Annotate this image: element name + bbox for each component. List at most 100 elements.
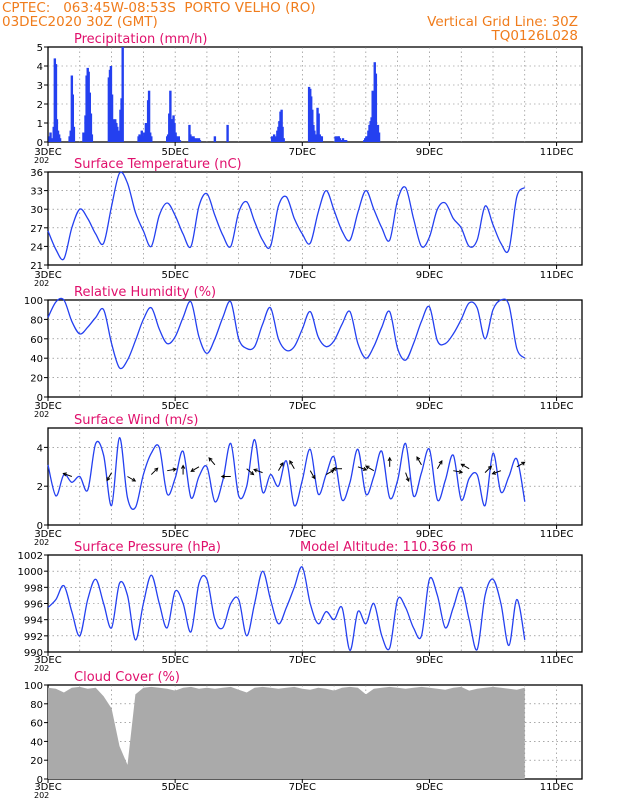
precip-bar (169, 90, 172, 142)
y-tick-label: 40 (30, 354, 43, 365)
x-tick-label: 11DEC (540, 147, 574, 158)
y-tick-label: 998 (24, 583, 43, 594)
y-tick-label: 0 (37, 521, 43, 532)
x-tick-label: 7DEC (289, 782, 316, 793)
wind-arrow-head (330, 469, 335, 474)
wind-arrow-head (279, 461, 284, 467)
plot-frame (47, 299, 583, 398)
wind-arrow (289, 460, 295, 469)
x-tick-label: 9DEC (416, 529, 443, 540)
y-tick-label: 20 (30, 756, 43, 767)
x-axis-year-label: 202 (34, 538, 49, 547)
y-tick-label: 4 (37, 62, 43, 73)
x-tick-label: 11DEC (540, 655, 574, 666)
y-tick-label: 990 (24, 648, 43, 659)
plot-frame (47, 46, 583, 143)
precip-bar (58, 138, 62, 142)
wind-arrow-head (172, 467, 178, 472)
y-tick-label: 80 (30, 315, 43, 326)
series-line (47, 297, 526, 370)
x-tick-label: 3DEC (34, 782, 61, 793)
wind-arrow-head (487, 465, 493, 470)
y-tick-label: 60 (30, 335, 43, 346)
precip-bar (89, 113, 93, 142)
wind-arrow-head (458, 469, 464, 474)
wind-arrow-head (365, 465, 370, 470)
y-tick-label: 0 (37, 138, 43, 149)
wind-arrow (325, 469, 335, 475)
precip-bar (270, 136, 274, 142)
y-tick-label: 5 (37, 43, 43, 54)
x-tick-label: 9DEC (416, 401, 443, 412)
header-datetime: 03DEC2020 30Z (GMT) (2, 14, 158, 30)
wind-arrow-head (253, 468, 258, 473)
chart-panel-5: 3DEC5DEC7DEC9DEC11DEC13DEC15DEC17DEC2029… (18, 540, 583, 673)
chart-panel-3: 3DEC5DEC7DEC9DEC11DEC13DEC15DEC17DEC2020… (24, 285, 583, 419)
y-tick-label: 992 (24, 632, 43, 643)
wind-arrow (190, 466, 200, 472)
x-tick-label: 11DEC (540, 529, 574, 540)
precip-bar (177, 136, 180, 142)
wind-arrow (405, 472, 410, 482)
x-tick-label: 5DEC (161, 782, 188, 793)
y-tick-label: 27 (30, 224, 43, 235)
precip-bar (90, 134, 94, 142)
y-tick-label: 1002 (18, 551, 43, 562)
y-tick-label: 1 (37, 119, 43, 130)
chart-panel-2: 3DEC5DEC7DEC9DEC11DEC13DEC15DEC17DEC2022… (30, 157, 583, 288)
plot-frame (47, 171, 583, 266)
wind-arrow (150, 467, 159, 475)
wind-arrow (492, 470, 502, 475)
y-tick-label: 24 (30, 242, 43, 253)
x-tick-label: 5DEC (161, 655, 188, 666)
wind-arrow-head (154, 467, 159, 472)
wind-arrow-head (491, 470, 497, 475)
precip-bar (317, 113, 320, 142)
y-tick-label: 4 (37, 443, 43, 454)
chart-annotation: Model Altitude: 110.366 m (300, 540, 473, 555)
precip-bar (320, 136, 324, 142)
x-tick-label: 7DEC (289, 529, 316, 540)
x-tick-label: 11DEC (540, 782, 574, 793)
wind-arrow (127, 476, 136, 482)
precip-bar (71, 94, 74, 142)
precip-bar (150, 136, 153, 142)
wind-arrow-head (106, 476, 111, 482)
chart-title: Surface Wind (m/s) (74, 413, 198, 428)
x-tick-label: 7DEC (289, 655, 316, 666)
series-line (47, 437, 526, 510)
wind-arrow (278, 462, 284, 471)
plot-frame (47, 427, 583, 526)
series-line (47, 566, 526, 652)
x-tick-label: 9DEC (416, 147, 443, 158)
wind-arrow (246, 468, 254, 475)
wind-arrow-head (387, 456, 392, 462)
x-tick-label: 7DEC (289, 147, 316, 158)
x-tick-label: 3DEC (34, 401, 61, 412)
precip-bar (72, 126, 76, 142)
wind-arrow (416, 456, 422, 466)
wind-arrow (461, 463, 470, 470)
x-tick-label: 9DEC (416, 270, 443, 281)
precip-bar (280, 109, 283, 142)
chart-title: Surface Pressure (hPa) (74, 540, 221, 555)
chart-title: Relative Humidity (%) (74, 285, 216, 300)
cloud-cover-area (48, 686, 525, 779)
wind-arrow (253, 469, 263, 474)
x-axis-year-label: 202 (34, 410, 49, 419)
wind-arrow (484, 465, 492, 473)
wind-arrow-head (438, 460, 443, 465)
wind-arrow (453, 470, 463, 473)
wind-arrow-head (405, 477, 410, 483)
precip-bar (374, 73, 378, 142)
x-tick-label: 7DEC (289, 270, 316, 281)
wind-arrow-head (362, 466, 368, 471)
precip-bar (49, 132, 52, 142)
x-tick-label: 11DEC (540, 401, 574, 412)
chart-title: Cloud Cover (%) (74, 670, 180, 685)
wind-arrow (365, 465, 375, 472)
wind-arrow (167, 468, 177, 472)
x-axis-year-label: 202 (34, 791, 49, 800)
y-tick-label: 40 (30, 737, 43, 748)
